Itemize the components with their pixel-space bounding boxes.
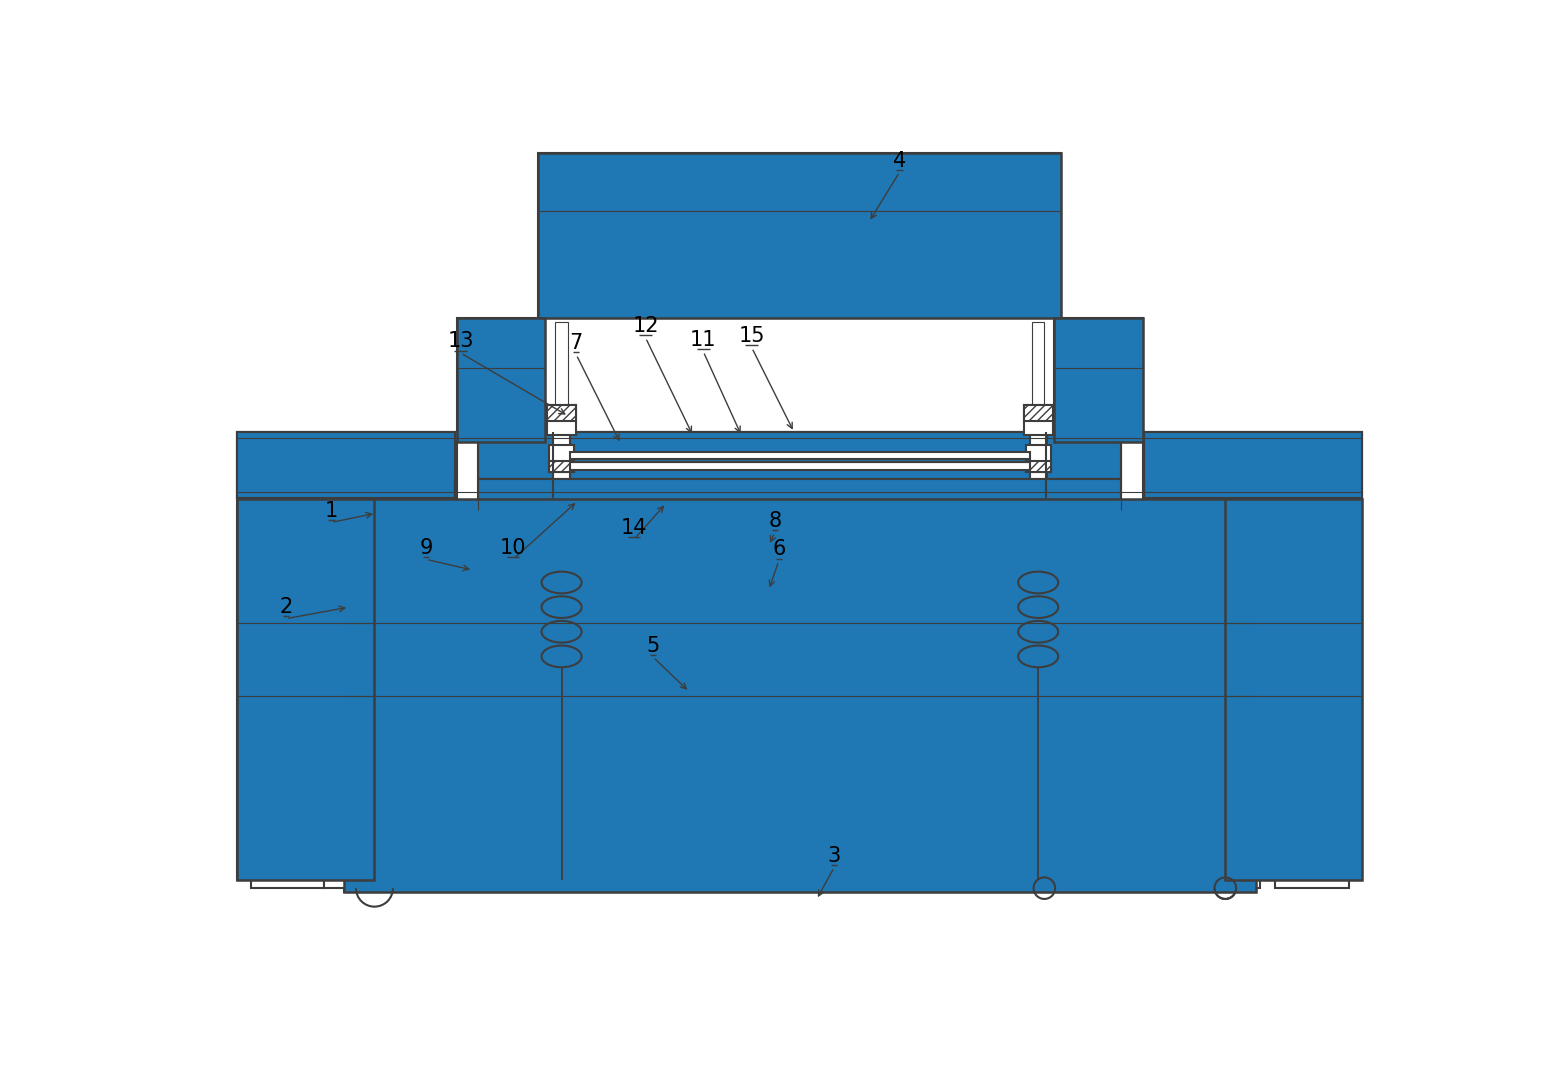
Bar [251,854,324,889]
Bar [324,854,385,889]
Text: 10: 10 [499,538,526,558]
Bar [1198,854,1260,889]
Bar [456,479,540,501]
Bar [1059,479,1145,501]
Text: 4: 4 [892,150,906,171]
Bar [546,557,577,573]
Bar [1276,854,1348,889]
Bar [1033,322,1044,884]
Bar [549,546,574,558]
Bar [554,431,569,497]
Bar [1055,319,1143,441]
Bar [554,431,1045,497]
Text: 14: 14 [621,518,647,538]
Bar [237,499,374,880]
Bar [1055,319,1143,441]
Bar [456,479,540,501]
Bar [569,452,1030,459]
Bar [1225,499,1362,880]
Bar [457,319,546,441]
Bar [457,319,546,441]
Text: 8: 8 [768,511,782,531]
Bar [548,405,576,435]
Bar [237,431,1362,497]
Bar [237,499,374,880]
Bar [540,479,1059,501]
Text: 2: 2 [279,597,293,617]
Text: 5: 5 [646,636,660,656]
Text: 6: 6 [772,539,785,559]
Bar [555,322,568,884]
Text: 3: 3 [827,845,841,866]
Bar [549,461,574,472]
Bar [1023,405,1053,421]
Bar [1030,431,1047,497]
Text: 7: 7 [569,333,583,353]
Bar [1059,479,1145,501]
Text: 11: 11 [690,330,716,350]
Bar [1145,431,1362,497]
Bar [1045,431,1131,497]
Bar [569,463,1030,470]
Bar [548,405,576,421]
Bar [549,445,574,472]
Bar [343,499,1256,892]
Bar [1026,445,1050,472]
Text: 13: 13 [448,332,474,351]
Bar [1025,546,1051,558]
Bar [1023,405,1053,435]
Bar [1026,461,1050,472]
Bar [1122,441,1143,510]
Bar [1022,557,1055,573]
Text: 12: 12 [632,316,658,336]
Text: 1: 1 [324,501,339,521]
Bar [1225,499,1362,880]
Bar [538,152,1061,319]
Text: 9: 9 [420,538,432,558]
Bar [456,479,1145,501]
Bar [457,441,479,510]
Bar [538,152,1061,319]
Bar [237,431,1362,497]
Text: 15: 15 [738,326,764,346]
Bar [468,431,554,497]
Bar [343,499,1256,892]
Bar [237,431,456,497]
